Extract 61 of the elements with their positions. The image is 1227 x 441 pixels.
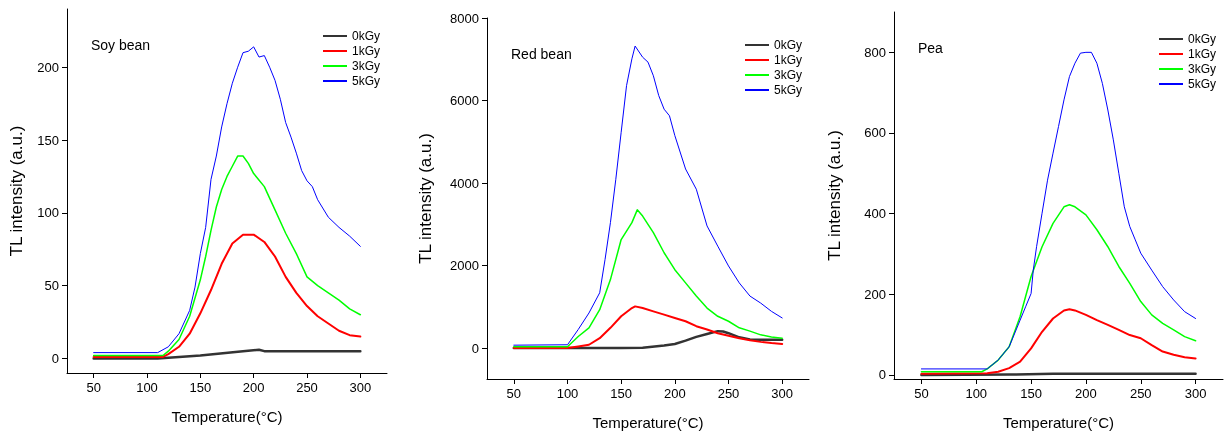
line-series: [92, 233, 362, 358]
y-tick-label: 0: [878, 367, 886, 383]
y-tick-label: 2000: [450, 258, 479, 274]
y-tick-label: 50: [44, 278, 59, 294]
y-tick-label: 800: [864, 44, 886, 60]
x-tick-label: 250: [296, 380, 318, 395]
x-tick-label: 250: [1129, 386, 1152, 401]
legend-label: 1kGy: [351, 44, 381, 58]
text: Red bean: [511, 46, 572, 62]
text: Pea: [918, 40, 944, 56]
legend-label: 0kGy: [773, 38, 803, 52]
line-series: [920, 204, 1197, 373]
x-tick-label: 50: [86, 380, 101, 395]
x-tick-label: 300: [1184, 386, 1207, 401]
legend-label: 5kGy: [773, 83, 803, 97]
x-tick-label: 150: [1020, 386, 1042, 401]
x-tick-label: 100: [556, 386, 579, 401]
text: Soy bean: [91, 37, 151, 53]
x-axis-title: Temperature(°C): [592, 414, 704, 431]
legend-label: 1kGy: [773, 53, 803, 67]
y-tick-label: 8000: [450, 10, 479, 26]
line-series: [512, 305, 784, 350]
x-axis-title: Temperature(°C): [1002, 414, 1115, 431]
x-tick-label: 150: [189, 380, 212, 395]
legend-label: 5kGy: [1187, 77, 1217, 91]
x-tick-label: 250: [717, 386, 740, 401]
legend-label: 0kGy: [1187, 32, 1217, 46]
x-tick-label: 200: [242, 380, 265, 395]
x-tick-label: 100: [136, 380, 158, 395]
y-axis-title: TL intensity (a.u.): [416, 133, 435, 264]
line-series: [513, 209, 783, 348]
line-series: [92, 155, 362, 357]
x-axis-title: Temperature(°C): [171, 408, 283, 425]
y-tick-label: 0: [471, 340, 479, 356]
y-tick-label: 6000: [450, 93, 479, 109]
y-axis-title: TL intensity (a.u.): [825, 130, 844, 261]
line-series: [92, 348, 362, 360]
legend-label: 3kGy: [773, 68, 803, 82]
legend-label: 0kGy: [351, 29, 381, 43]
legend-label: 3kGy: [1187, 62, 1217, 76]
x-tick-label: 300: [771, 386, 794, 401]
legend-label: 5kGy: [351, 74, 381, 88]
y-axis-title: TL intensity (a.u.): [7, 125, 26, 257]
y-tick-label: 100: [37, 205, 59, 221]
y-tick-label: 150: [37, 132, 59, 148]
line-series: [920, 308, 1197, 375]
y-tick-label: 0: [51, 350, 59, 366]
legend-label: 1kGy: [1187, 47, 1217, 61]
y-tick-label: 200: [37, 59, 59, 75]
x-tick-label: 100: [965, 386, 988, 401]
y-tick-label: 400: [864, 206, 886, 222]
x-tick-label: 200: [663, 386, 686, 401]
x-tick-label: 50: [506, 386, 522, 401]
x-tick-label: 150: [610, 386, 633, 401]
legend-label: 3kGy: [351, 59, 381, 73]
x-tick-label: 200: [1075, 386, 1097, 401]
y-tick-label: 4000: [450, 175, 479, 191]
x-tick-label: 50: [914, 386, 929, 401]
y-tick-label: 200: [864, 286, 886, 302]
x-tick-label: 300: [349, 380, 372, 395]
y-tick-label: 600: [864, 125, 886, 141]
